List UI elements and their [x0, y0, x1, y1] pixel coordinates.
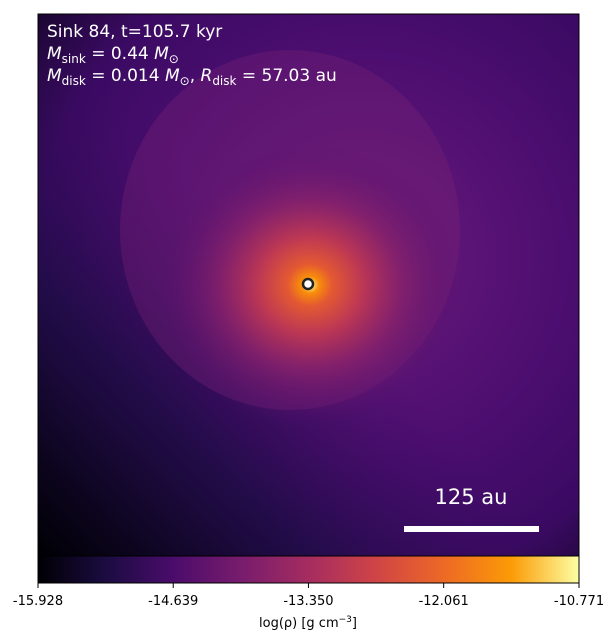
- superscript: −3: [339, 615, 352, 625]
- math-text: M: [47, 66, 62, 86]
- subscript: disk: [62, 74, 86, 88]
- subscript: ⊙: [169, 52, 179, 66]
- tick-label: -14.639: [148, 594, 198, 609]
- math-text: M: [165, 66, 180, 86]
- label-text: ]: [352, 616, 357, 631]
- sink-marker: [301, 277, 315, 291]
- tick-label: -10.771: [554, 594, 604, 609]
- scale-bar-label: 125 au: [435, 485, 508, 509]
- math-text: = 0.014: [86, 66, 165, 86]
- disk-info: Mdisk = 0.014 M⊙, Rdisk = 57.03 au: [47, 66, 337, 88]
- colorbar: [37, 555, 580, 584]
- subscript: disk: [212, 74, 236, 88]
- tick-label: -15.928: [13, 594, 63, 609]
- title: Sink 84, t=105.7 kyr: [47, 22, 222, 42]
- math-text: = 0.44: [86, 44, 154, 64]
- math-text: R: [201, 66, 213, 86]
- math-text: M: [47, 44, 62, 64]
- tick-label: -12.061: [419, 594, 469, 609]
- sink-mass: Msink = 0.44 M⊙: [47, 44, 179, 66]
- math-text: = 57.03 au: [236, 66, 336, 86]
- tick-label: -13.350: [283, 594, 333, 609]
- subscript: sink: [62, 52, 86, 66]
- colorbar-label: log(ρ) [g cm−3]: [259, 615, 357, 631]
- math-text: ,: [190, 66, 201, 86]
- label-text: log(ρ) [g cm: [259, 616, 339, 631]
- scale-bar: [404, 526, 539, 532]
- math-text: M: [154, 44, 169, 64]
- subscript: ⊙: [180, 74, 190, 88]
